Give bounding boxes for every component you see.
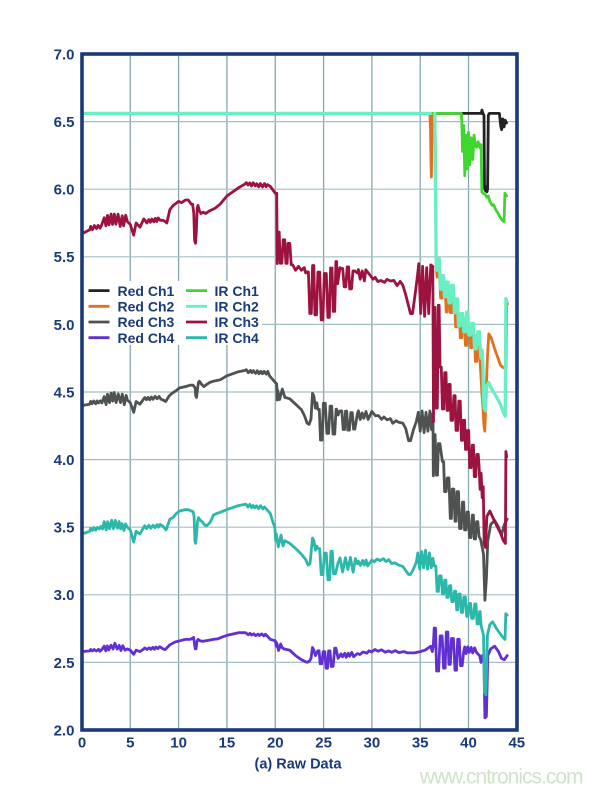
svg-text:45: 45	[508, 735, 525, 752]
svg-text:25: 25	[315, 735, 332, 752]
svg-text:IR Ch1: IR Ch1	[215, 283, 260, 299]
svg-text:0: 0	[78, 735, 86, 752]
svg-text:10: 10	[170, 735, 187, 752]
svg-text:5.5: 5.5	[54, 249, 75, 266]
svg-text:3.0: 3.0	[54, 587, 75, 604]
svg-text:3.5: 3.5	[54, 520, 75, 537]
svg-text:7.0: 7.0	[54, 46, 75, 63]
svg-text:www.cntronics.com: www.cntronics.com	[419, 766, 583, 789]
svg-text:5: 5	[126, 735, 134, 752]
svg-text:2.0: 2.0	[54, 722, 75, 739]
svg-text:20: 20	[267, 735, 284, 752]
svg-text:35: 35	[412, 735, 429, 752]
svg-text:30: 30	[364, 735, 381, 752]
svg-text:5.0: 5.0	[54, 317, 75, 334]
svg-text:2.5: 2.5	[54, 655, 75, 672]
svg-text:IR Ch4: IR Ch4	[215, 330, 260, 346]
svg-text:Red Ch2: Red Ch2	[118, 299, 175, 315]
svg-text:Red Ch3: Red Ch3	[118, 314, 175, 330]
svg-text:15: 15	[219, 735, 236, 752]
svg-text:IR Ch2: IR Ch2	[215, 299, 260, 315]
svg-text:(a) Raw Data: (a) Raw Data	[254, 757, 342, 773]
svg-text:4.5: 4.5	[54, 384, 75, 401]
svg-text:IR Ch3: IR Ch3	[215, 314, 260, 330]
svg-text:Red Ch1: Red Ch1	[118, 283, 175, 299]
svg-text:6.5: 6.5	[54, 114, 75, 131]
svg-text:6.0: 6.0	[54, 182, 75, 199]
svg-text:4.0: 4.0	[54, 452, 75, 469]
svg-text:40: 40	[460, 735, 477, 752]
svg-text:Red Ch4: Red Ch4	[118, 330, 175, 346]
